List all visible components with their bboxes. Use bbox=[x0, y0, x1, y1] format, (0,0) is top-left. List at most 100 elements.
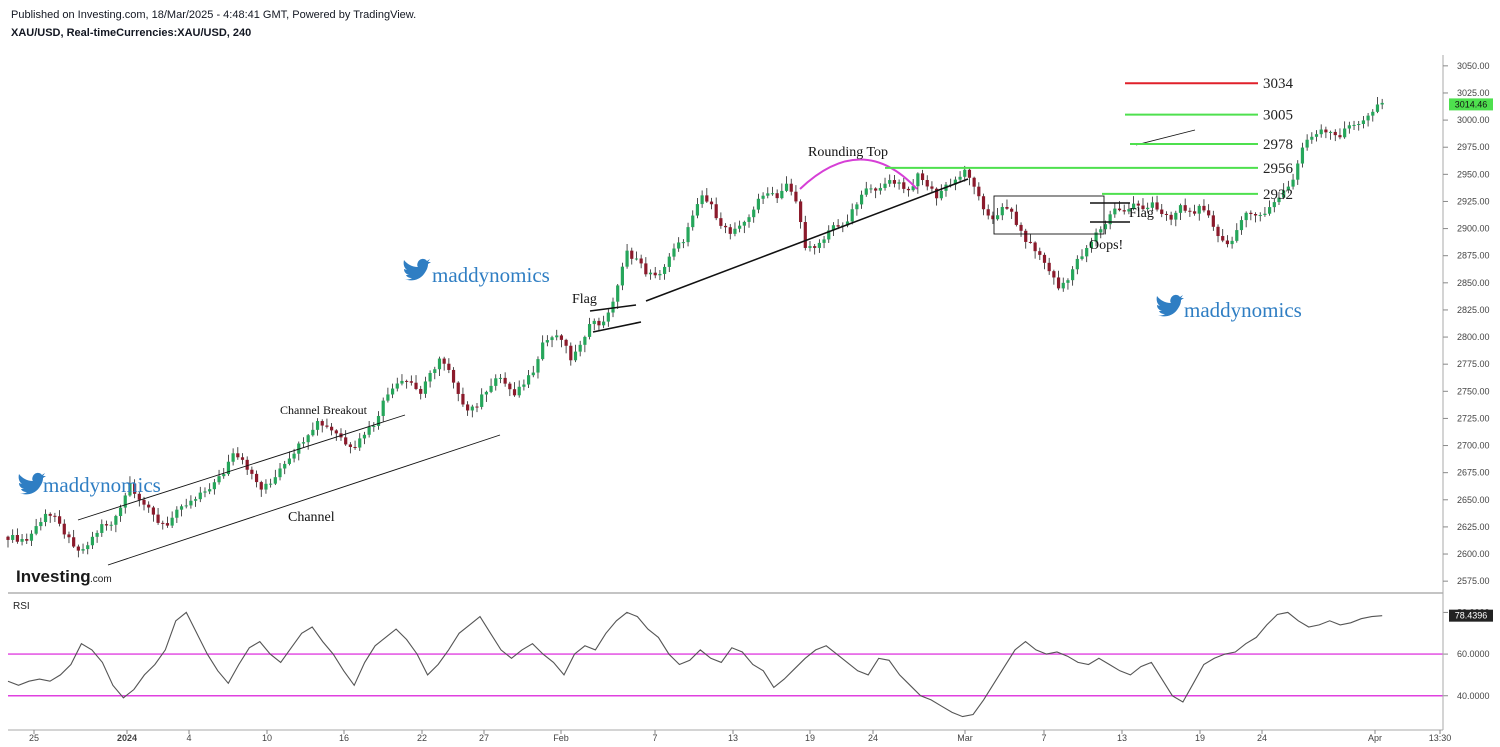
candle-body bbox=[1253, 214, 1258, 216]
candle-body bbox=[813, 246, 817, 248]
candle-body bbox=[723, 225, 728, 228]
candle-body bbox=[1085, 248, 1089, 257]
candle-body bbox=[892, 180, 897, 184]
candle-body bbox=[81, 549, 85, 551]
published-note: Published on Investing.com, 18/Mar/2025 … bbox=[11, 9, 417, 21]
candle-body bbox=[1268, 207, 1272, 214]
candle-body bbox=[1033, 242, 1037, 252]
watermark-maddynomics: maddynomics bbox=[1184, 298, 1302, 322]
candle-body bbox=[517, 386, 521, 396]
candle-body bbox=[1371, 111, 1375, 116]
candle-body bbox=[1230, 240, 1234, 245]
candle-body bbox=[226, 461, 231, 475]
candle-body bbox=[1216, 226, 1220, 237]
candle-body bbox=[217, 476, 221, 483]
candle-body bbox=[301, 442, 306, 444]
candle-body bbox=[1028, 241, 1033, 243]
candle-body bbox=[606, 312, 610, 322]
candle-body bbox=[104, 524, 109, 526]
candle-body bbox=[559, 335, 564, 340]
candle-body bbox=[194, 499, 198, 501]
candle-body bbox=[11, 535, 15, 540]
candle-body bbox=[1160, 209, 1164, 214]
candle-body bbox=[836, 225, 840, 227]
support-trendline bbox=[645, 178, 969, 302]
candle-body bbox=[400, 380, 404, 384]
candle-body bbox=[311, 429, 315, 436]
candle-body bbox=[508, 383, 512, 390]
candle-body bbox=[864, 188, 868, 195]
candle-body bbox=[1000, 206, 1004, 216]
candle-body bbox=[320, 421, 324, 426]
candle-body bbox=[1319, 129, 1323, 135]
candle-body bbox=[1333, 131, 1337, 136]
candle-body bbox=[616, 285, 620, 302]
candle-body bbox=[198, 492, 202, 500]
candle-body bbox=[1169, 214, 1173, 220]
candle-body bbox=[986, 209, 990, 216]
candle-body bbox=[1272, 202, 1276, 208]
candle-body bbox=[545, 340, 549, 343]
time-tick-label: 22 bbox=[417, 733, 427, 743]
candle-body bbox=[663, 266, 667, 274]
rsi-label: RSI bbox=[13, 601, 30, 612]
candle-body bbox=[888, 180, 892, 184]
candle-body bbox=[1310, 136, 1314, 140]
candle-body bbox=[1188, 210, 1192, 212]
candle-body bbox=[1197, 205, 1201, 214]
twitter-bird-icon bbox=[1156, 294, 1184, 317]
candle-body bbox=[142, 499, 146, 505]
candle-body bbox=[995, 215, 1000, 220]
candle-body bbox=[161, 522, 165, 524]
candle-body bbox=[850, 209, 854, 222]
candle-body bbox=[916, 173, 920, 187]
candle-body bbox=[1174, 212, 1178, 220]
candle-body bbox=[475, 406, 479, 408]
rsi-line bbox=[7, 611, 1383, 718]
price-tick-label: 2725.00 bbox=[1457, 413, 1490, 423]
candle-body bbox=[592, 320, 596, 325]
candle-body bbox=[672, 248, 676, 257]
candle-body bbox=[259, 482, 263, 490]
candle-body bbox=[714, 204, 718, 219]
candle-body bbox=[897, 182, 901, 184]
candle-body bbox=[147, 504, 151, 508]
price-tick-label: 3050.00 bbox=[1457, 61, 1490, 71]
channel-lower-line bbox=[107, 434, 501, 566]
candle-body bbox=[123, 495, 127, 508]
candle-body bbox=[114, 516, 118, 525]
candle-body bbox=[1291, 179, 1295, 187]
price-tick-label: 2575.00 bbox=[1457, 576, 1490, 586]
candle-body bbox=[803, 222, 807, 248]
candle-body bbox=[1066, 280, 1070, 283]
candle-body bbox=[1300, 147, 1305, 164]
twitter-bird-icon bbox=[403, 258, 431, 281]
candle-body bbox=[958, 176, 962, 180]
candle-body bbox=[695, 204, 700, 216]
rsi-last-value: 78.4396 bbox=[1455, 611, 1488, 621]
candle-body bbox=[405, 380, 409, 382]
candle-body bbox=[822, 239, 826, 243]
level-label-3005: 3005 bbox=[1263, 108, 1293, 124]
trend-drawings bbox=[77, 129, 1196, 566]
candle-body bbox=[29, 533, 34, 541]
anno-flag-2: Flag bbox=[1129, 206, 1154, 221]
price-tick-label: 2975.00 bbox=[1457, 142, 1490, 152]
flag-lower-line bbox=[592, 321, 642, 333]
candle-body bbox=[1052, 271, 1056, 278]
candle-body bbox=[1282, 190, 1286, 198]
candle-body bbox=[231, 453, 235, 462]
candle-body bbox=[67, 534, 71, 538]
wedge-line bbox=[1135, 129, 1196, 146]
candle-body bbox=[817, 242, 821, 248]
candle-body bbox=[1343, 128, 1347, 138]
candle-body bbox=[583, 336, 587, 345]
candle-body bbox=[930, 186, 934, 189]
level-label-2932: 2932 bbox=[1263, 187, 1293, 203]
watermark-maddynomics: maddynomics bbox=[432, 263, 550, 287]
candle-body bbox=[442, 358, 446, 364]
candle-body bbox=[831, 225, 836, 231]
anno-channel-breakout: Channel Breakout bbox=[280, 403, 368, 417]
candle-body bbox=[1089, 241, 1093, 249]
